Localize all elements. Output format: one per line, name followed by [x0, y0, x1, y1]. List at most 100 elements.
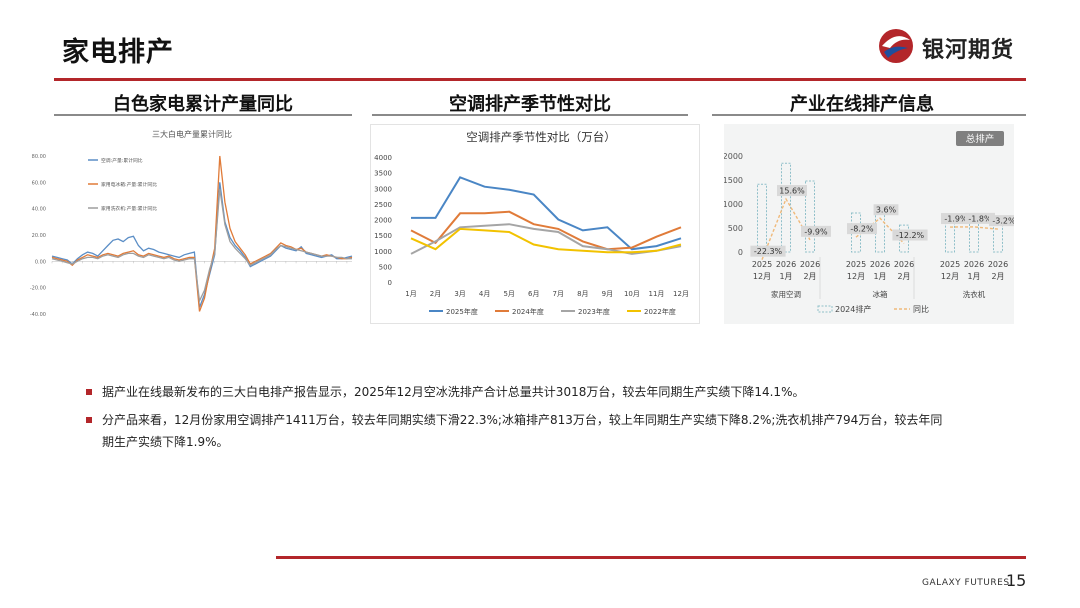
section-divider — [372, 114, 688, 116]
y-tick-label: 500 — [379, 263, 392, 271]
bar-2024 — [781, 162, 791, 253]
chart-white-goods-yoy: 三大白电产量累计同比 80.00 60.00 40.00 20.00 0.00 -20.0… — [30, 129, 353, 318]
bullet-item: 据产业在线最新发布的三大白电排产报告显示，2025年12月空冰洗排产合计总量共计… — [86, 381, 986, 403]
yoy-line — [949, 226, 999, 230]
y-tick-label: 0 — [738, 248, 743, 257]
chart-production-info: 总排产 2000 1500 1000 500 0 -22.3% 15.6% -9.9% -8.… — [724, 124, 1014, 324]
yoy-label: 15.6% — [779, 187, 805, 196]
x-tick-month: 1月 — [967, 272, 980, 281]
total-production-badge-label: 总排产 — [966, 133, 995, 145]
section-divider — [54, 114, 352, 116]
bullet-text: 分产品来看，12月份家用空调排产1411万台，较去年同期实绩下滑22.3%;冰箱… — [102, 413, 943, 427]
bullet-marker — [86, 416, 92, 423]
x-tick-year: 2025 — [752, 260, 772, 269]
series-line — [410, 210, 682, 251]
legend-label: 2025年度 — [446, 307, 478, 316]
yoy-label-bg — [847, 223, 877, 235]
yoy-label: -22.3% — [754, 247, 783, 256]
x-tick-label: 11月 — [648, 290, 664, 298]
yoy-label: -9.9% — [804, 227, 828, 236]
y-tick-label: 1000 — [374, 248, 392, 256]
x-tick-label: 9月 — [602, 290, 613, 298]
x-tick-label: 12月 — [673, 290, 689, 298]
yoy-label: -1.9% — [944, 215, 968, 224]
y-tick-label: 20.00 — [32, 233, 46, 239]
bullet-item: 分产品来看，12月份家用空调排产1411万台，较去年同期实绩下滑22.3%;冰箱… — [86, 409, 986, 431]
x-tick-label: 1月 — [405, 290, 416, 298]
galaxy-logo-icon — [879, 29, 913, 63]
y-tick-label: 80.00 — [32, 154, 46, 160]
yoy-label-bg — [941, 213, 971, 225]
legend-label: 2024年度 — [512, 307, 544, 316]
brand-name: 银河期货 — [922, 38, 1015, 63]
x-tick-label: 4月 — [479, 290, 490, 298]
y-tick-label: 500 — [728, 224, 743, 233]
chart-title: 空调排产季节性对比（万台） — [466, 130, 616, 144]
y-tick-label: 2000 — [724, 152, 743, 161]
group-label: 洗衣机 — [963, 289, 986, 299]
yoy-label-bg — [777, 185, 807, 197]
legend-label: 2024排产 — [835, 304, 871, 314]
x-tick-month: 2月 — [803, 272, 816, 281]
chart-title: 三大白电产量累计同比 — [152, 129, 232, 139]
bullet-continuation: 期生产实绩下降1.9%。 — [102, 435, 229, 449]
y-tick-label: -20.00 — [30, 286, 46, 292]
section-title-online-production: 产业在线排产信息 — [790, 94, 934, 115]
x-tick-month: 1月 — [873, 272, 886, 281]
legend-label: 家用电冰箱:产量:累计同比 — [101, 181, 157, 188]
series-line — [411, 176, 682, 251]
y-tick-label: 4000 — [374, 154, 392, 162]
header-divider — [54, 78, 1026, 81]
page-title: 家电排产 — [62, 37, 174, 68]
y-tick-label: 1500 — [724, 176, 743, 185]
section-divider — [712, 114, 1026, 116]
y-tick-label: 1500 — [374, 232, 392, 240]
y-tick-label: 40.00 — [32, 207, 46, 213]
y-tick-label: 60.00 — [32, 180, 46, 186]
y-tick-label: 3500 — [374, 170, 392, 178]
y-tick-label: -40.00 — [30, 312, 46, 318]
legend-label: 空调:产量:累计同比 — [101, 157, 143, 164]
yoy-label: -12.2% — [896, 231, 925, 240]
x-tick-year: 2025 — [846, 260, 866, 269]
x-tick-label: 8月 — [577, 290, 588, 298]
x-tick-year: 2026 — [964, 260, 984, 269]
section-title-production-yoy: 白色家电累计产量同比 — [113, 94, 293, 115]
yoy-label-bg — [965, 212, 995, 224]
yoy-label-bg — [892, 229, 928, 241]
x-tick-label: 6月 — [528, 290, 539, 298]
group-label: 家用空调 — [771, 289, 801, 299]
y-tick-label: 2000 — [374, 217, 392, 225]
series-line — [410, 223, 682, 255]
x-tick-label: 5月 — [503, 290, 514, 298]
x-tick-label: 7月 — [553, 290, 564, 298]
x-tick-label: 3月 — [454, 290, 465, 298]
yoy-label-bg — [750, 245, 786, 257]
legend-label: 2022年度 — [644, 307, 676, 316]
x-tick-month: 2月 — [897, 272, 910, 281]
series-line — [51, 155, 353, 312]
y-tick-label: 2500 — [374, 201, 392, 209]
x-tick-label: 2月 — [430, 290, 441, 298]
x-tick-month: 12月 — [753, 272, 771, 281]
total-production-badge — [956, 131, 1004, 146]
y-tick-label: 0.00 — [35, 259, 46, 265]
x-tick-year: 2026 — [870, 260, 890, 269]
x-tick-label: 10月 — [624, 290, 640, 298]
chart-ac-seasonal: 空调排产季节性对比（万台） 4000 3500 3000 2500 2000 1500 10… — [370, 124, 700, 324]
footer-divider — [276, 556, 1026, 559]
series-line — [51, 188, 352, 304]
yoy-label: -8.2% — [850, 225, 874, 234]
page-number: 15 — [1006, 571, 1027, 590]
yoy-label-bg — [801, 225, 831, 237]
yoy-label-bg — [989, 215, 1014, 227]
yoy-label: -1.8% — [968, 214, 992, 223]
series-line — [410, 227, 682, 254]
x-tick-month: 1月 — [779, 272, 792, 281]
x-tick-month: 12月 — [847, 272, 865, 281]
legend-label: 家用洗衣机:产量:累计同比 — [101, 205, 157, 212]
x-tick-year: 2026 — [776, 260, 796, 269]
x-tick-year: 2026 — [894, 260, 914, 269]
legend-label: 2023年度 — [578, 307, 610, 316]
section-title-ac-seasonal: 空调排产季节性对比 — [449, 94, 611, 115]
